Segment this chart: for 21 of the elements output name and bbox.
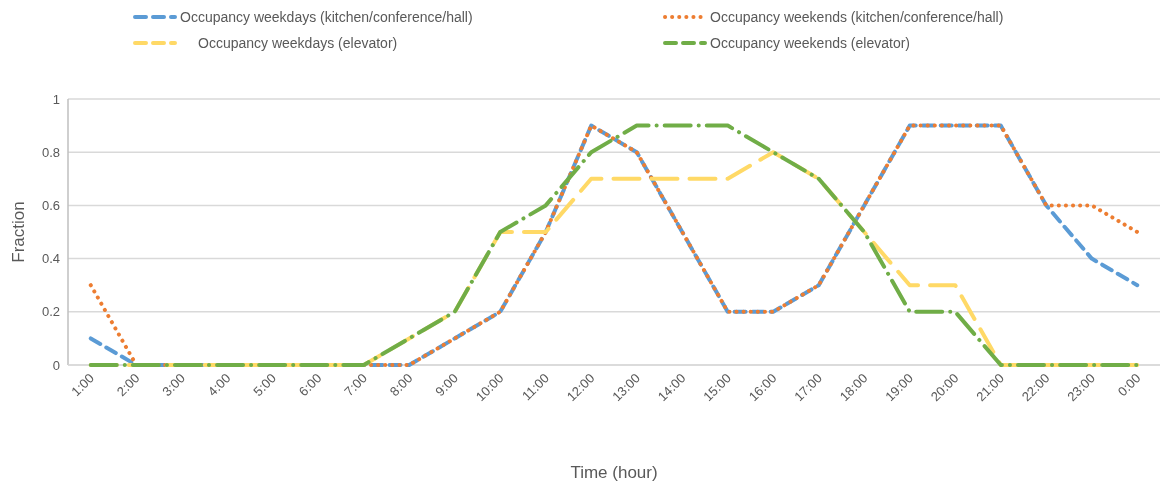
legend-label: Occupancy weekdays (elevator) bbox=[198, 34, 398, 51]
y-tick-label: 0.6 bbox=[41, 197, 60, 213]
x-axis-title: Time (hour) bbox=[570, 463, 658, 482]
x-tick-label: 9:00 bbox=[432, 370, 461, 400]
y-axis-title: Fraction bbox=[9, 201, 28, 263]
x-tick-label: 6:00 bbox=[295, 370, 325, 400]
x-tick-label: 5:00 bbox=[250, 370, 279, 400]
legend-label: Occupancy weekdays (kitchen/conference/hall) bbox=[180, 8, 473, 25]
legend-label: Occupancy weekends (kitchen/conference/hall) bbox=[710, 8, 1004, 25]
x-tick-label: 7:00 bbox=[341, 370, 370, 400]
x-tick-label: 3:00 bbox=[159, 370, 188, 400]
y-tick-label: 0.4 bbox=[41, 251, 60, 267]
y-tick-label: 0 bbox=[52, 357, 60, 373]
x-tick-label: 1:00 bbox=[68, 370, 97, 400]
x-tick-label: 4:00 bbox=[204, 370, 234, 400]
y-tick-label: 0.8 bbox=[41, 144, 60, 160]
x-tick-label: 0:00 bbox=[1114, 370, 1144, 400]
x-tick-label: 8:00 bbox=[386, 370, 416, 400]
legend-label: Occupancy weekends (elevator) bbox=[710, 34, 910, 51]
y-tick-label: 0.2 bbox=[41, 304, 60, 320]
y-tick-label: 1 bbox=[52, 91, 60, 107]
